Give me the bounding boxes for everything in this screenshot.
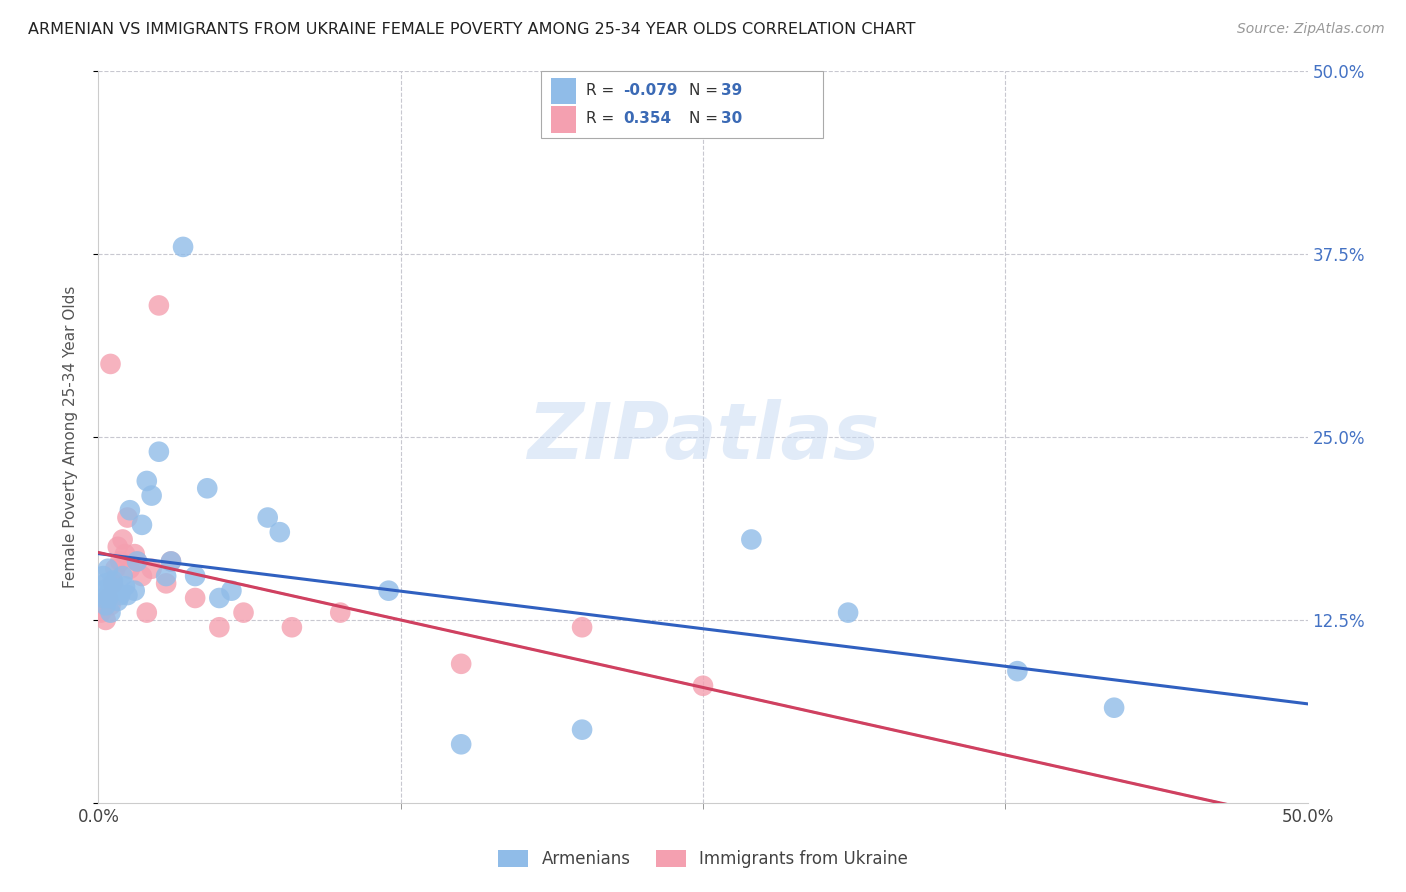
Point	[107, 540, 129, 554]
Text: ZIPatlas: ZIPatlas	[527, 399, 879, 475]
Point	[208, 620, 231, 634]
Point	[97, 591, 120, 605]
Text: 30: 30	[721, 112, 742, 126]
Point	[117, 588, 139, 602]
Point	[127, 554, 149, 568]
Point	[97, 591, 120, 605]
Point	[141, 489, 163, 503]
Point	[692, 679, 714, 693]
Point	[450, 657, 472, 671]
Point	[155, 576, 177, 591]
Point	[1102, 700, 1125, 714]
Point	[118, 562, 141, 576]
Point	[208, 591, 231, 605]
Text: N =: N =	[689, 83, 723, 97]
Text: R =: R =	[586, 112, 624, 126]
Point	[104, 562, 127, 576]
Text: -0.079: -0.079	[623, 83, 678, 97]
Point	[172, 240, 194, 254]
Point	[160, 554, 183, 568]
Point	[91, 599, 114, 613]
Point	[104, 583, 127, 598]
Point	[127, 554, 149, 568]
Point	[91, 591, 114, 605]
Point	[329, 606, 352, 620]
Point	[124, 583, 146, 598]
Point	[101, 574, 124, 588]
Point	[94, 576, 117, 591]
Point	[160, 554, 183, 568]
Point	[101, 576, 124, 591]
Point	[90, 583, 112, 598]
Point	[117, 510, 139, 524]
Point	[571, 723, 593, 737]
Point	[90, 606, 112, 620]
Point	[131, 517, 153, 532]
Y-axis label: Female Poverty Among 25-34 Year Olds: Female Poverty Among 25-34 Year Olds	[63, 286, 77, 588]
Point	[94, 599, 117, 613]
Point	[571, 620, 593, 634]
Point	[135, 606, 157, 620]
Legend: Armenians, Immigrants from Ukraine: Armenians, Immigrants from Ukraine	[492, 844, 914, 875]
Point	[118, 503, 141, 517]
Point	[232, 606, 254, 620]
Point	[97, 562, 120, 576]
Point	[111, 533, 134, 547]
Point	[135, 474, 157, 488]
Point	[94, 613, 117, 627]
Point	[740, 533, 762, 547]
Point	[184, 569, 207, 583]
Text: Source: ZipAtlas.com: Source: ZipAtlas.com	[1237, 22, 1385, 37]
Text: ARMENIAN VS IMMIGRANTS FROM UKRAINE FEMALE POVERTY AMONG 25-34 YEAR OLDS CORRELA: ARMENIAN VS IMMIGRANTS FROM UKRAINE FEMA…	[28, 22, 915, 37]
Text: 39: 39	[721, 83, 742, 97]
Point	[108, 588, 131, 602]
Point	[148, 444, 170, 458]
Point	[184, 591, 207, 605]
Point	[281, 620, 304, 634]
Point	[256, 510, 278, 524]
Point	[155, 569, 177, 583]
Point	[269, 525, 291, 540]
Point	[131, 569, 153, 583]
Point	[114, 547, 136, 561]
Point	[148, 298, 170, 312]
Point	[100, 599, 122, 613]
Point	[377, 583, 399, 598]
Point	[1007, 664, 1029, 678]
Point	[100, 357, 122, 371]
Point	[837, 606, 859, 620]
Point	[100, 606, 122, 620]
Point	[107, 594, 129, 608]
Point	[141, 562, 163, 576]
Text: R =: R =	[586, 83, 620, 97]
Point	[124, 547, 146, 561]
Point	[114, 579, 136, 593]
Point	[195, 481, 218, 495]
Point	[91, 569, 114, 583]
Point	[108, 554, 131, 568]
Text: N =: N =	[689, 112, 723, 126]
Point	[111, 569, 134, 583]
Point	[450, 737, 472, 751]
Point	[100, 579, 122, 593]
Text: 0.354: 0.354	[623, 112, 671, 126]
Point	[221, 583, 243, 598]
